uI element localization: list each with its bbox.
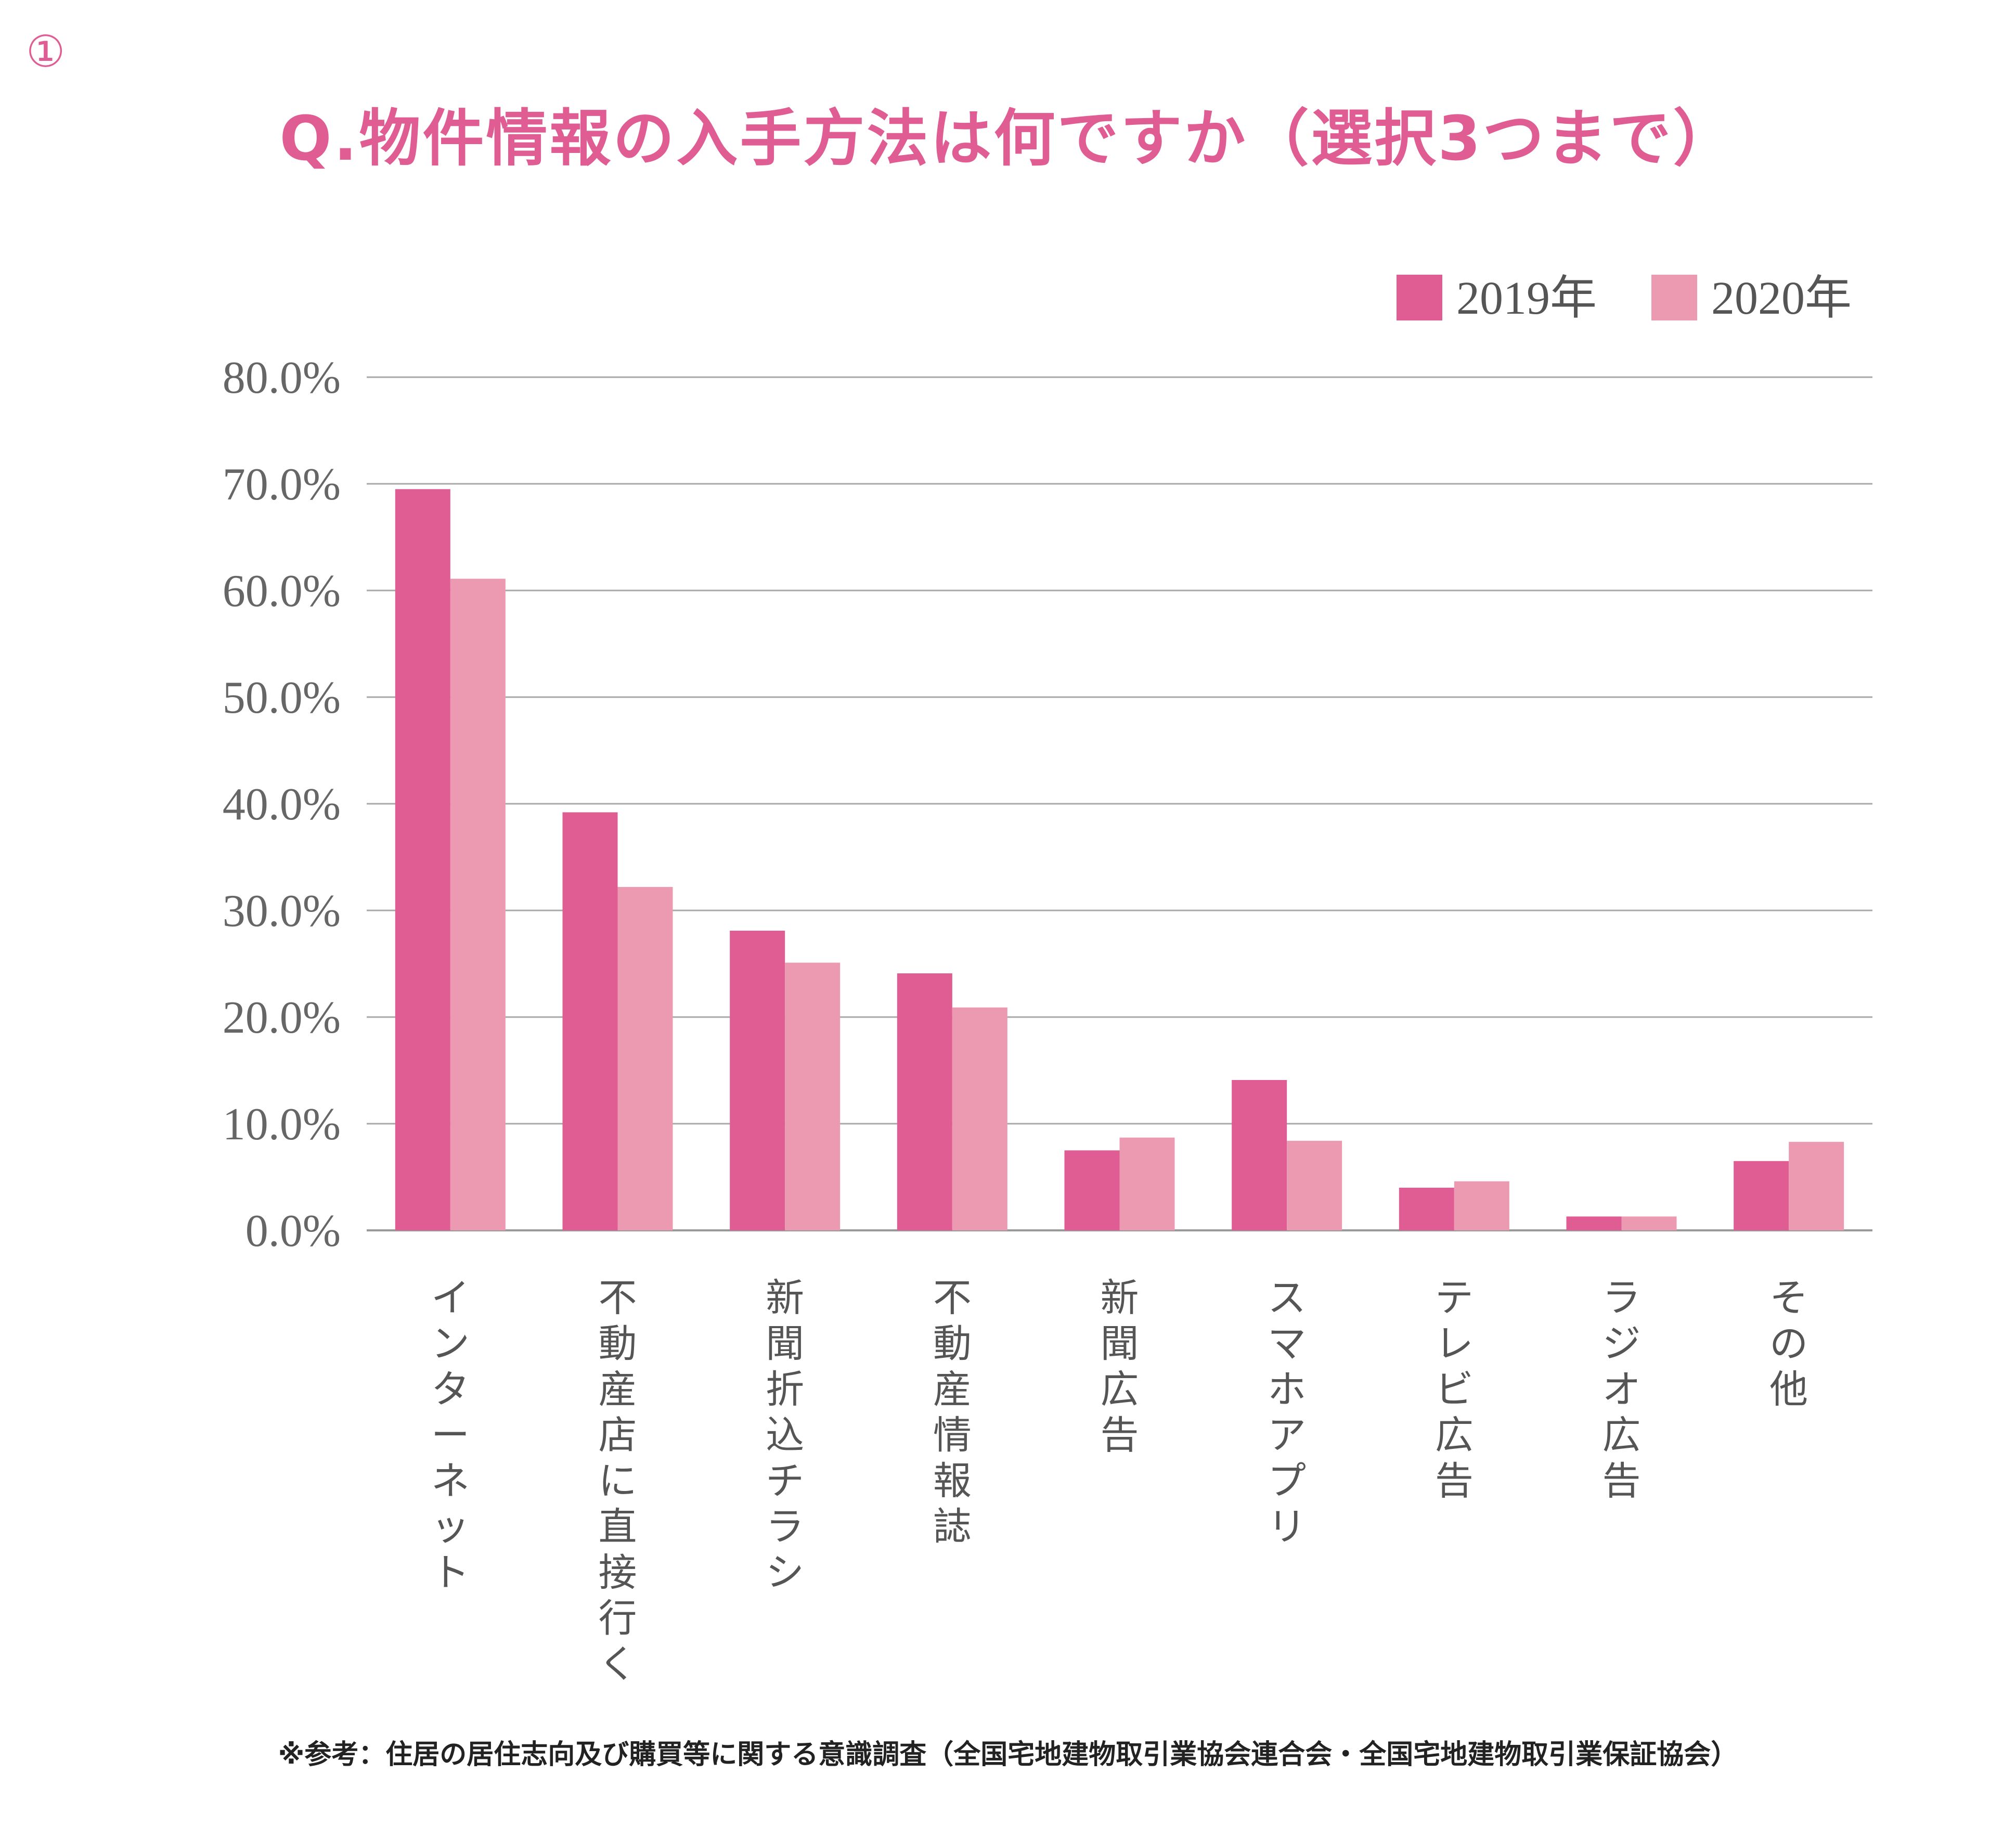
x-category-label: ラジオ広告 xyxy=(1603,1276,1641,1503)
y-tick-label: 60.0% xyxy=(223,566,341,616)
bar-2019 xyxy=(1232,1079,1287,1230)
y-tick-label: 70.0% xyxy=(223,459,341,510)
legend-swatch xyxy=(1397,275,1442,320)
x-axis-labels: インターネット 不動産店に直接行く 新聞折込チラシ 不動産情報誌 新聞広告 スマホアプリ テ… xyxy=(431,1276,1808,1687)
bar-2020 xyxy=(1287,1140,1342,1230)
legend-label: 2019年 xyxy=(1456,273,1597,324)
y-axis-ticks: 0.0% 10.0% 20.0% 30.0% 40.0% 50.0% 60.0% 70.0% 8… xyxy=(223,353,341,1256)
y-tick-label: 50.0% xyxy=(223,673,341,723)
x-category-label: 不動産店に直接行く xyxy=(599,1276,637,1687)
bars xyxy=(395,489,1844,1230)
bar-2020 xyxy=(1621,1216,1677,1230)
bar-2020 xyxy=(617,886,673,1230)
bar-2020 xyxy=(785,962,841,1230)
x-category-label: その他 xyxy=(1769,1276,1808,1412)
legend-label: 2020年 xyxy=(1711,273,1852,324)
circled-number-marker: ① xyxy=(26,26,66,77)
bar-2020 xyxy=(952,1007,1007,1230)
y-tick-label: 80.0% xyxy=(223,353,341,403)
source-note: ※参考：住居の居住志向及び購買等に関する意識調査（全国宅地建物取引業協会連合会・… xyxy=(278,1739,1738,1770)
x-category-label: テレビ広告 xyxy=(1435,1276,1474,1503)
y-tick-label: 10.0% xyxy=(223,1099,341,1150)
x-category-label: 新聞折込チラシ xyxy=(766,1276,804,1595)
bar-2019 xyxy=(897,973,952,1230)
bar-2020 xyxy=(1789,1141,1844,1230)
bar-2019 xyxy=(395,489,450,1230)
legend: 2019年 2020年 xyxy=(1397,273,1852,324)
bar-2020 xyxy=(450,579,506,1230)
x-category-label: スマホアプリ xyxy=(1268,1276,1306,1549)
bar-2019 xyxy=(1399,1188,1454,1230)
x-category-label: インターネット xyxy=(431,1276,470,1595)
y-tick-label: 20.0% xyxy=(223,993,341,1043)
chart-title: Q.物件情報の入手方法は何ですか（選択3つまで） xyxy=(279,102,1737,174)
x-category-label: 不動産情報誌 xyxy=(933,1276,972,1549)
legend-swatch xyxy=(1651,275,1697,320)
y-tick-label: 30.0% xyxy=(223,886,341,936)
bar-2019 xyxy=(730,930,785,1230)
y-tick-label: 40.0% xyxy=(223,779,341,830)
bar-2019 xyxy=(562,812,618,1230)
x-category-label: 新聞広告 xyxy=(1101,1276,1139,1458)
y-tick-label: 0.0% xyxy=(245,1206,341,1256)
bar-2019 xyxy=(1064,1150,1120,1230)
bar-chart: 0.0% 10.0% 20.0% 30.0% 40.0% 50.0% 60.0% 70.0% 8… xyxy=(223,273,1872,1687)
bar-2019 xyxy=(1566,1216,1622,1230)
bar-2020 xyxy=(1119,1137,1175,1230)
bar-2019 xyxy=(1734,1161,1789,1230)
bar-2020 xyxy=(1454,1181,1509,1230)
